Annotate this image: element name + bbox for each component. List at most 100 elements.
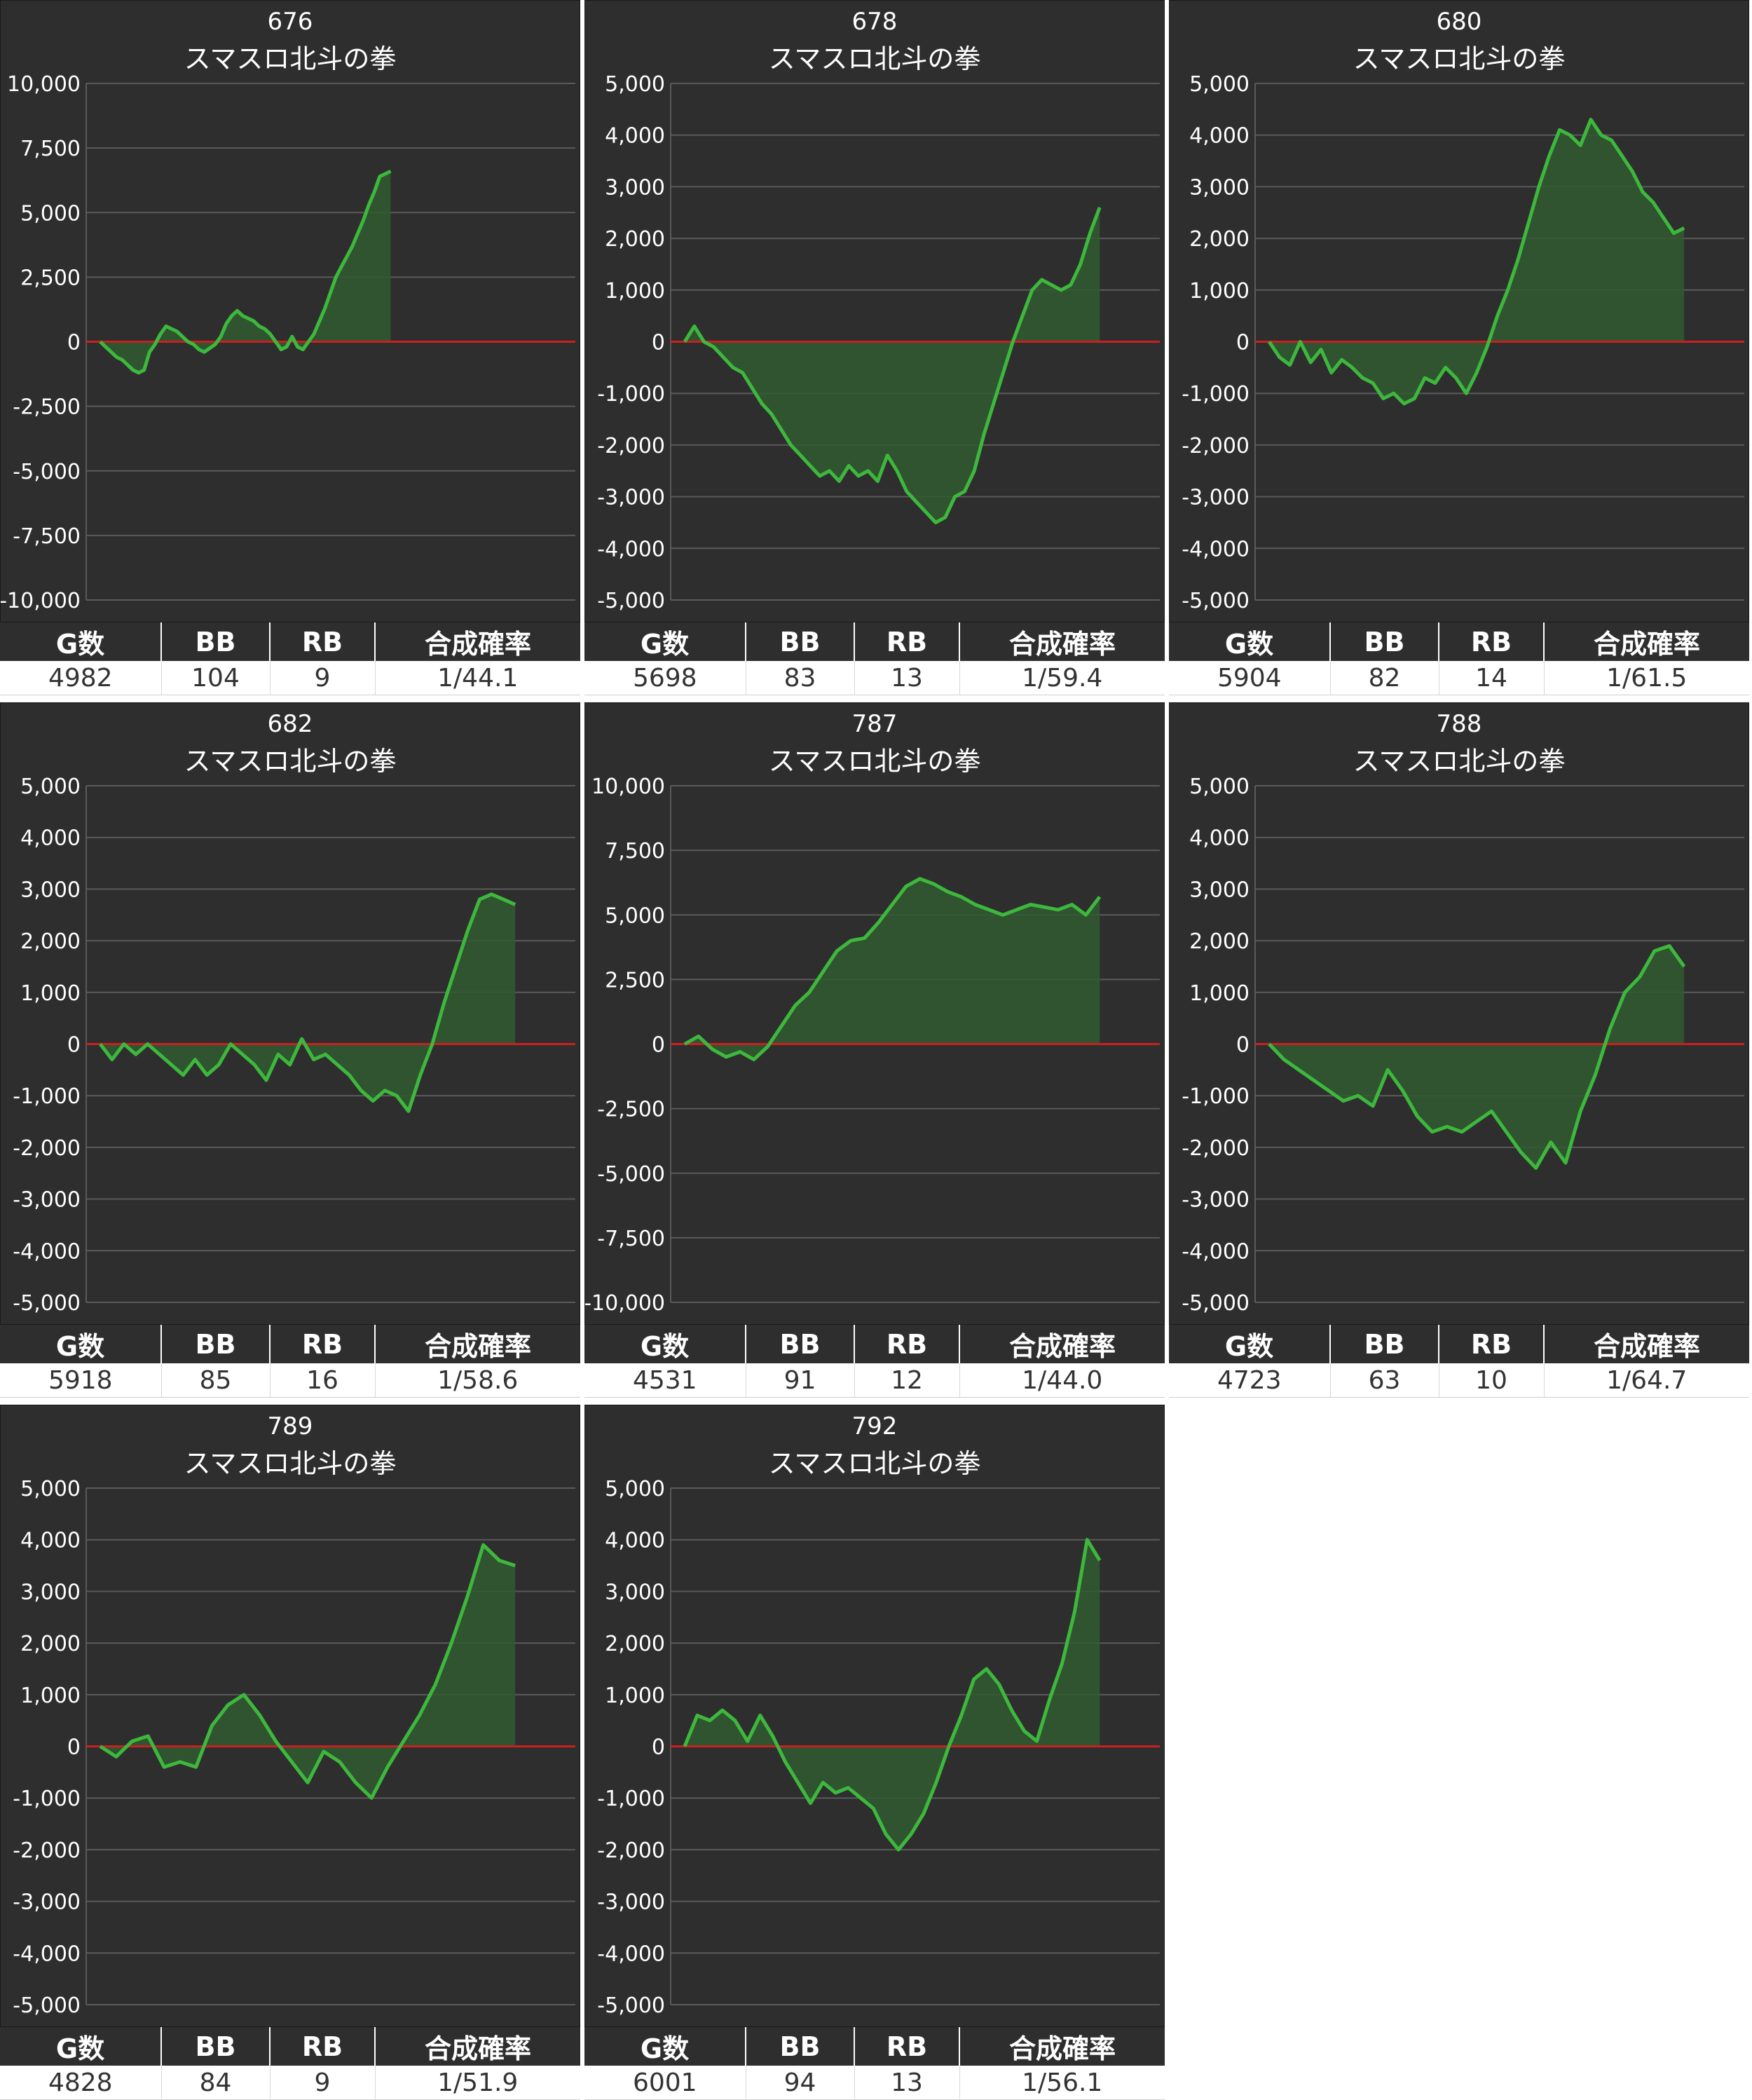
slump-graph: 5,000 4,000 3,000 2,000 1,000 0 -1,000 -2,000 -3…	[597, 1477, 1160, 2018]
header-bb: BB	[1330, 1325, 1439, 1363]
y-tick-label: -5,000	[1182, 1291, 1250, 1316]
y-tick-label: 3,000	[20, 1580, 81, 1604]
y-tick-label: 5,000	[605, 1477, 665, 1501]
y-tick-label: 10,000	[591, 775, 665, 799]
y-tick-label: -1,000	[1182, 382, 1250, 407]
header-rb: RB	[1439, 1325, 1545, 1363]
machine-name: スマスロ北斗の拳	[768, 1448, 981, 1479]
chart-area: 676 スマスロ北斗の拳 10,000 7,500 5,000 2,500 0 -2,500 -…	[0, 0, 580, 622]
header-rate: 合成確率	[1544, 622, 1749, 661]
y-tick-label: 2,500	[20, 266, 81, 290]
bb-value: 83	[746, 661, 855, 695]
header-rate: 合成確率	[959, 1325, 1165, 1363]
y-tick-label: 1,000	[20, 981, 81, 1006]
machine-number: 788	[1436, 710, 1482, 738]
y-tick-label: -1,000	[1182, 1084, 1250, 1109]
chart-area: 787 スマスロ北斗の拳 10,000 7,500 5,000 2,500 0 -2,500 -…	[584, 702, 1165, 1325]
y-tick-label: -4,000	[13, 1239, 81, 1264]
rb-value: 12	[854, 1363, 960, 1398]
header-bb: BB	[161, 1325, 271, 1363]
y-tick-label: -3,000	[1182, 486, 1250, 510]
series-line	[683, 207, 1102, 524]
header-rb: RB	[854, 2027, 960, 2066]
area-fill	[1269, 946, 1685, 1168]
y-tick-label: 7,500	[605, 839, 665, 864]
y-tick-label: -2,000	[1182, 434, 1250, 458]
header-rb: RB	[854, 622, 960, 661]
chart-area: 680 スマスロ北斗の拳 5,000 4,000 3,000 2,000 1,000 0 -1,…	[1169, 0, 1749, 622]
y-tick-label: 3,000	[1189, 878, 1250, 902]
series-line	[1268, 944, 1686, 1170]
y-tick-label: 4,000	[1189, 826, 1250, 851]
y-tick-label: 5,000	[1189, 775, 1250, 799]
y-tick-label: 1,000	[1189, 279, 1250, 304]
header-games: G数	[584, 622, 746, 661]
y-tick-label: -1,000	[597, 1787, 665, 1811]
header-bb: BB	[746, 2027, 855, 2066]
y-tick-label: -2,500	[13, 395, 81, 420]
y-tick-label: 5,000	[1189, 72, 1250, 97]
games-value: 5918	[0, 1363, 162, 1398]
header-bb: BB	[1330, 622, 1439, 661]
header-games: G数	[0, 1325, 162, 1363]
rb-value: 9	[270, 2066, 376, 2100]
slump-graph: 10,000 7,500 5,000 2,500 0 -2,500 -5,000 -7,500…	[1, 72, 575, 613]
y-tick-label: -1,000	[597, 382, 665, 407]
area-fill	[685, 207, 1100, 523]
y-tick-label: 1,000	[605, 279, 665, 304]
y-tick-label: 5,000	[605, 904, 665, 928]
chart-area: 682 スマスロ北斗の拳 5,000 4,000 3,000 2,000 1,000 0 -1,…	[0, 702, 580, 1325]
machine-number: 789	[267, 1412, 313, 1440]
y-tick-label: 0	[67, 1033, 81, 1058]
machine-number: 678	[851, 8, 898, 36]
y-tick-label: 5,000	[605, 72, 665, 97]
y-tick-label: -4,000	[1182, 1239, 1250, 1264]
series-line	[99, 170, 392, 375]
y-tick-label: -5,000	[597, 589, 665, 613]
y-tick-label: -4,000	[597, 1942, 665, 1966]
header-rate: 合成確率	[1544, 1325, 1749, 1363]
y-tick-label: -2,500	[597, 1098, 665, 1122]
y-tick-label: -2,000	[13, 1136, 81, 1161]
header-games: G数	[0, 2027, 162, 2066]
stats-table: G数 BB RB 合成確率 4982 104 9 1/44.1	[0, 622, 580, 695]
y-tick-label: -7,500	[13, 524, 81, 549]
stats-table: G数 BB RB 合成確率 4531 91 12 1/44.0	[584, 1325, 1165, 1398]
machine-number: 676	[267, 8, 313, 36]
header-rate: 合成確率	[375, 1325, 580, 1363]
y-tick-label: 0	[1236, 1033, 1250, 1058]
area-fill	[100, 1545, 516, 1799]
rb-value: 10	[1439, 1363, 1545, 1398]
header-games: G数	[584, 2027, 746, 2066]
machine-number: 787	[851, 710, 898, 738]
rb-value: 16	[270, 1363, 376, 1398]
chart-area: 789 スマスロ北斗の拳 5,000 4,000 3,000 2,000 1,000 0 -1,…	[0, 1405, 580, 2027]
y-tick-label: 1,000	[20, 1684, 81, 1708]
header-rate: 合成確率	[959, 622, 1165, 661]
y-tick-label: 3,000	[605, 1580, 665, 1604]
games-value: 4531	[584, 1363, 746, 1398]
header-rb: RB	[270, 622, 376, 661]
rate-value: 1/51.9	[375, 2066, 580, 2100]
machine-name: スマスロ北斗の拳	[184, 1448, 397, 1479]
header-bb: BB	[161, 2027, 271, 2066]
y-tick-label: 7,500	[20, 137, 81, 161]
y-tick-label: 3,000	[20, 878, 81, 902]
series-line	[683, 877, 1102, 1062]
machine-name: スマスロ北斗の拳	[184, 746, 397, 777]
area-fill	[685, 878, 1100, 1060]
bb-value: 104	[161, 661, 271, 695]
machine-number: 792	[851, 1412, 898, 1440]
stats-table: G数 BB RB 合成確率 6001 94 13 1/56.1	[584, 2027, 1165, 2100]
header-rate: 合成確率	[375, 2027, 580, 2066]
machine-name: スマスロ北斗の拳	[184, 43, 397, 74]
games-value: 4828	[0, 2066, 162, 2100]
y-tick-label: 5,000	[20, 1477, 81, 1501]
y-tick-label: -5,000	[597, 1162, 665, 1187]
stats-table: G数 BB RB 合成確率 5918 85 16 1/58.6	[0, 1325, 580, 1398]
area-fill	[100, 894, 516, 1112]
games-value: 6001	[584, 2066, 746, 2100]
rb-value: 13	[854, 2066, 960, 2100]
y-tick-label: 3,000	[1189, 175, 1250, 200]
rb-value: 9	[270, 661, 376, 695]
